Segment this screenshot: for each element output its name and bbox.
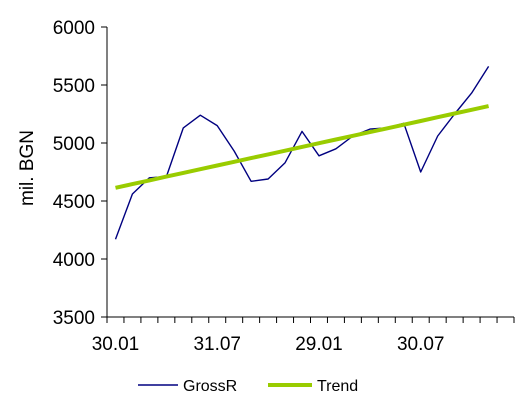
y-tick-label: 4000 (53, 250, 95, 271)
y-tick-label: 5500 (53, 76, 95, 97)
legend-label-trend: Trend (317, 378, 358, 395)
y-tick-label: 6000 (53, 18, 95, 39)
legend-label-grossr: GrossR (183, 378, 237, 395)
x-tick-label: 30.01 (92, 334, 140, 355)
x-tick-label: 31.07 (193, 334, 241, 355)
axes: 3500 4000 4500 5000 5500 6000 30.01 31.07 29.01 3… (53, 18, 515, 355)
y-tick-label: 4500 (53, 192, 95, 213)
x-tick-label: 29.01 (295, 334, 343, 355)
y-axis-title: mil. BGN (17, 130, 38, 206)
x-tick-label: 30.07 (397, 334, 445, 355)
series-line-grossr (114, 66, 490, 240)
y-tick-label: 3500 (53, 308, 95, 329)
legend: GrossR Trend (138, 378, 358, 395)
series-layer (114, 66, 490, 240)
y-tick-label: 5000 (53, 134, 95, 155)
series-line-trend (115, 104, 490, 190)
